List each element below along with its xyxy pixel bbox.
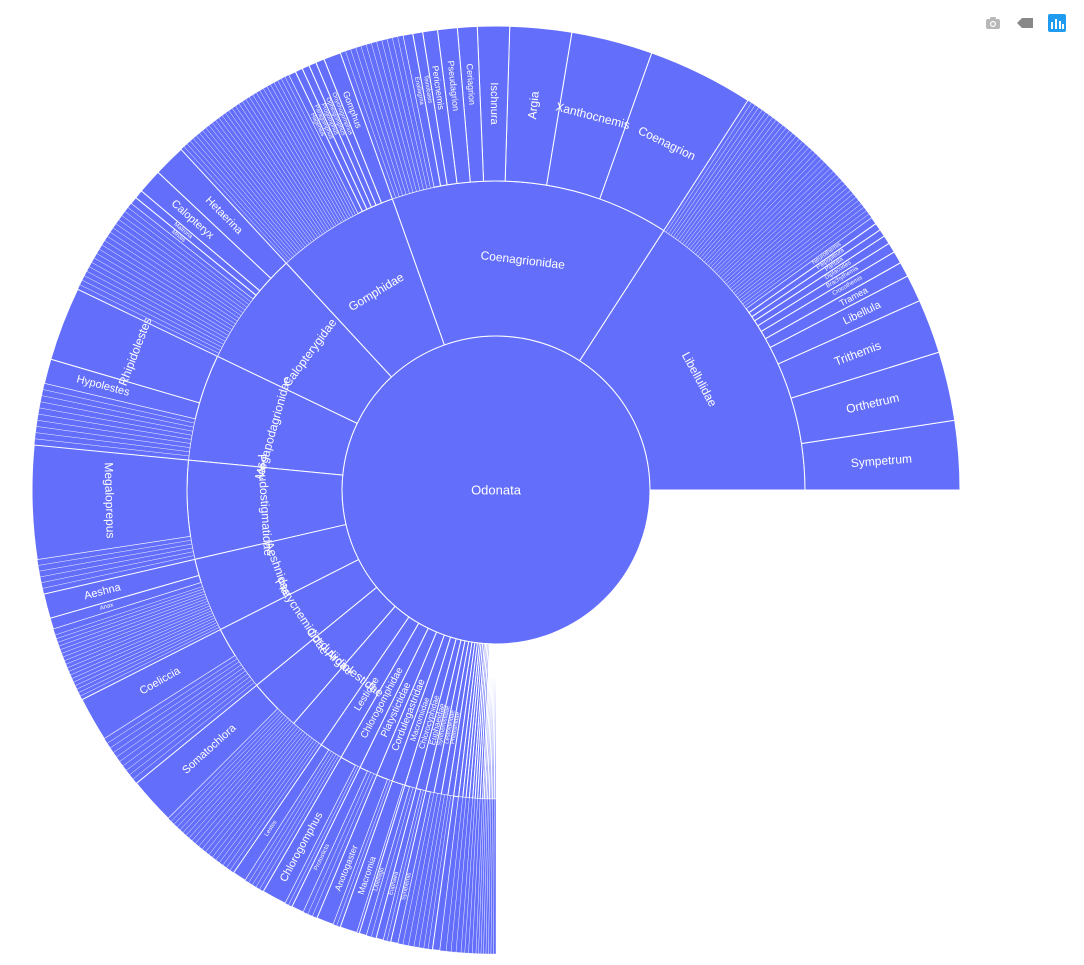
label-anax: Anax [99,602,114,612]
label-synthemis: Synthemis [401,872,413,901]
label-sympetrum: Sympetrum [850,452,912,471]
sector-gomphomacromiidae-minor[interactable] [493,798,497,955]
bar-chart-icon[interactable] [1048,14,1066,32]
label-pseudostigmatidae: Pseudostigmatidae [255,454,276,557]
tag-icon[interactable] [1016,14,1034,32]
label-ischnura: Ischnura [488,82,500,125]
label-argia: Argia [525,90,542,120]
sector-gomphomacromiidae[interactable] [493,643,497,800]
modebar [984,14,1066,32]
label-euphaea: Euphaea [388,871,400,896]
label-ceriagrion: Ceriagrion [465,63,478,105]
label-megaloprepus: Megaloprepus [102,462,118,538]
label-philosinidae: Philosinidae [450,711,461,745]
label-root: Odonata [471,483,522,498]
camera-icon[interactable] [984,14,1002,32]
label-teinobasis: Teinobasis [422,75,433,104]
label-enallagma: Enallagma [413,76,424,106]
